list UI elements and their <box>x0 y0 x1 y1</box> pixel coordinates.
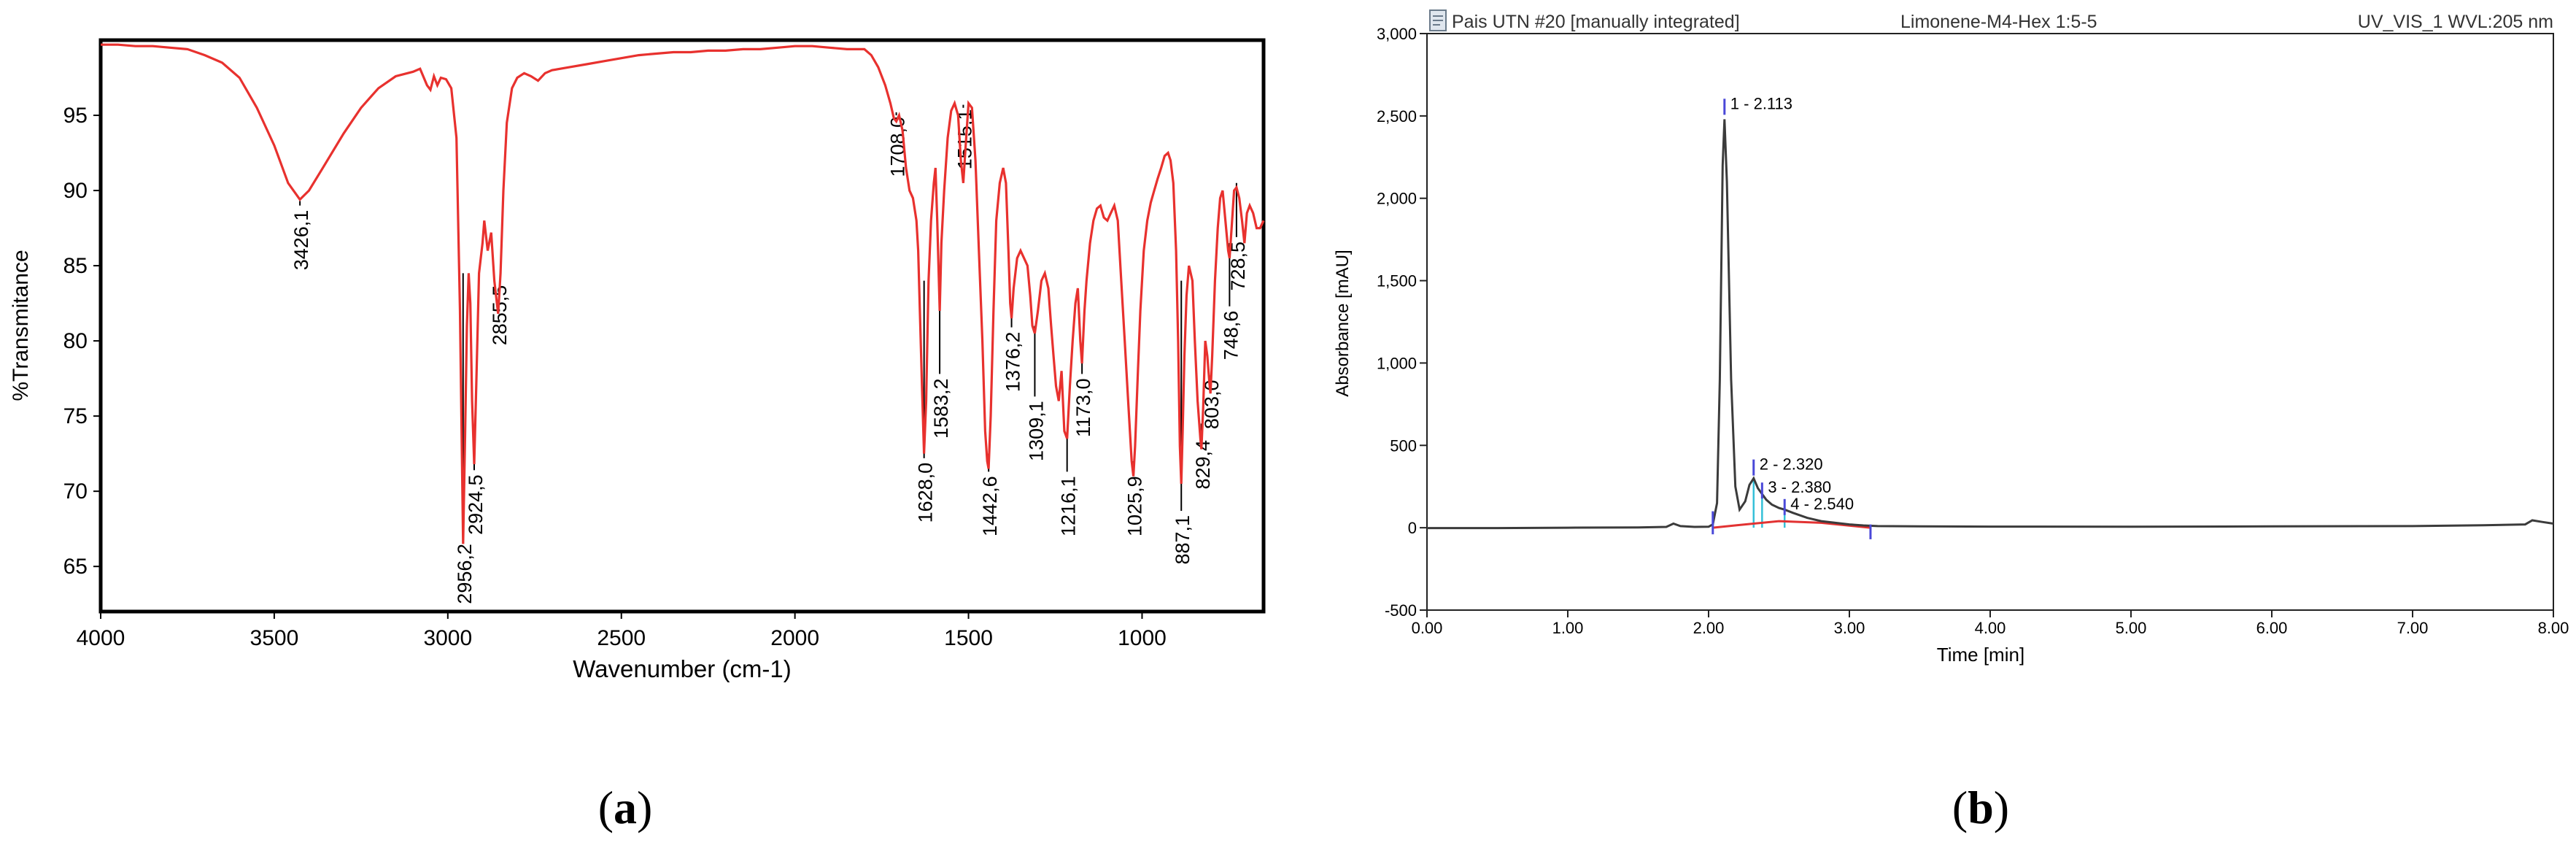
chrom-y-tick-label: 1,000 <box>1377 354 1417 372</box>
ir-peak-label: 1628,0 <box>915 463 937 523</box>
ir-peak-label: 1309,1 <box>1025 401 1047 461</box>
ir-peak-label: 2924,5 <box>465 474 487 535</box>
chrom-x-tick-label: 8.00 <box>2538 619 2569 637</box>
ir-peak-label: 887,1 <box>1172 515 1194 565</box>
ir-spectrum-panel: 4000 3500 3000 2500 2000 1500 1000 65 70 75 80 85 90… <box>9 38 1266 833</box>
ir-peak-label: 3426,1 <box>290 210 312 271</box>
chrom-trace <box>1427 119 2554 530</box>
chrom-y-tick-label: 500 <box>1390 436 1417 455</box>
ir-x-tick-label: 2000 <box>770 626 819 650</box>
chrom-peak-label: 2 - 2.320 <box>1760 455 1823 474</box>
chrom-x-tick-label: 2.00 <box>1693 619 1725 637</box>
ir-y-tick-label: 75 <box>63 404 88 428</box>
ir-x-tick-label: 4000 <box>77 626 125 650</box>
chrom-x-tick-label: 6.00 <box>2256 619 2288 637</box>
chrom-axis-ticks <box>1420 33 2554 617</box>
chrom-x-tick-label: 7.00 <box>2397 619 2429 637</box>
chrom-x-tick-label: 0.00 <box>1412 619 1443 637</box>
ir-axis-ticks <box>93 115 1143 619</box>
chrom-x-tick-label: 4.00 <box>1975 619 2006 637</box>
chrom-y-tick-label: 3,000 <box>1377 25 1417 43</box>
ir-peak-label: 1216,1 <box>1058 476 1080 536</box>
ir-y-tick-label: 80 <box>63 329 88 353</box>
chrom-document-icon <box>1429 9 1447 31</box>
ir-peak-label: 829,4 <box>1192 440 1214 490</box>
chrom-y-tick-label: 2,000 <box>1377 190 1417 208</box>
ir-peak-label: 1025,9 <box>1124 476 1146 536</box>
ir-y-axis-label: %Transmitance <box>9 250 33 401</box>
chrom-peak-label: 1 - 2.113 <box>1730 94 1792 112</box>
ir-y-tick-label: 70 <box>63 479 88 504</box>
ir-y-tick-label: 95 <box>63 104 88 128</box>
panel-label-b: (b) <box>1952 782 2009 833</box>
chrom-method-title: Limonene-M4-Hex 1:5-5 <box>1900 12 2097 32</box>
ir-x-tick-label: 1000 <box>1118 626 1167 650</box>
chrom-peak-label: 3 - 2.380 <box>1768 478 1831 496</box>
ir-peak-label: 2956,2 <box>454 544 476 604</box>
ir-peak-label: 748,6 <box>1220 311 1242 361</box>
chrom-x-tick-label: 1.00 <box>1552 619 1584 637</box>
chrom-sample-title: Pais UTN #20 [manually integrated] <box>1452 12 1740 32</box>
chrom-y-axis-label: Absorbance [mAU] <box>1333 250 1353 396</box>
chrom-y-tick-label: 0 <box>1408 519 1417 537</box>
ir-x-tick-label: 2500 <box>597 626 646 650</box>
chrom-tick-labels: 0.00 1.00 2.00 3.00 4.00 5.00 6.00 7.00 8.00 3,00… <box>1377 25 2569 637</box>
chrom-y-tick-label: -500 <box>1385 601 1417 620</box>
panel-label-a: (a) <box>598 782 653 833</box>
chrom-x-tick-label: 3.00 <box>1834 619 1865 637</box>
chrom-baseline <box>1712 520 1871 529</box>
chrom-x-tick-label: 5.00 <box>2116 619 2147 637</box>
ir-x-tick-label: 3000 <box>423 626 472 650</box>
chrom-peak-label: 4 - 2.540 <box>1790 495 1854 513</box>
chrom-detector-title: UV_VIS_1 WVL:205 nm <box>2358 12 2553 32</box>
ir-y-tick-label: 65 <box>63 555 88 579</box>
ir-x-tick-label: 3500 <box>250 626 299 650</box>
ir-spectrum-line <box>101 43 1265 544</box>
ir-tick-labels: 4000 3500 3000 2500 2000 1500 1000 65 70 75 80 85 90… <box>63 104 1167 650</box>
chrom-y-tick-label: 1,500 <box>1377 272 1417 290</box>
chrom-x-axis-label: Time [min] <box>1937 644 2024 666</box>
chrom-y-tick-label: 2,500 <box>1377 107 1417 126</box>
ir-peak-label: 1173,0 <box>1072 378 1094 437</box>
chromatogram-panel: Pais UTN #20 [manually integrated] Limon… <box>1333 9 2569 833</box>
ir-y-tick-label: 85 <box>63 254 88 278</box>
ir-peak-annotations: 3426,12956,22924,52855,51708,01628,01583… <box>290 104 1249 604</box>
ir-peak-label: 1583,2 <box>930 378 952 439</box>
chrom-plot-frame <box>1426 33 2554 611</box>
ir-plot-frame <box>98 38 1266 614</box>
ir-x-tick-label: 1500 <box>944 626 993 650</box>
ir-peak-label: 1442,6 <box>979 476 1001 536</box>
ir-peak-label: 1376,2 <box>1002 332 1024 393</box>
ir-x-axis-label: Wavenumber (cm-1) <box>573 655 792 682</box>
ir-y-tick-label: 90 <box>63 179 88 203</box>
